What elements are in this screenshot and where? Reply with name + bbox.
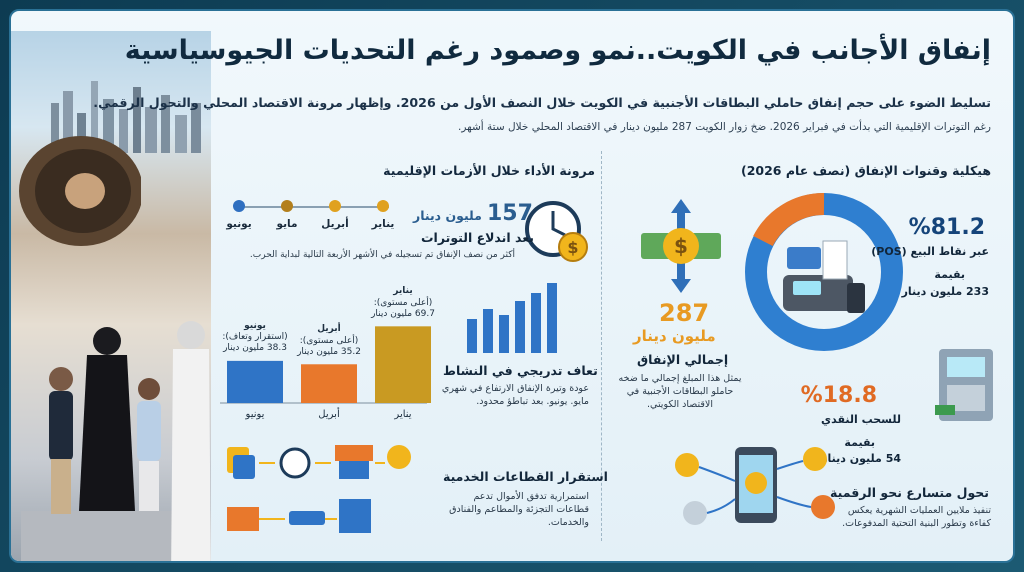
customer-service-icon	[387, 445, 411, 469]
service-sectors-icons	[227, 445, 411, 533]
column-divider	[601, 151, 602, 541]
storefront-icon	[335, 445, 373, 461]
since-description: أكثر من نصف الإنفاق تم تسجيله في الأشهر …	[249, 250, 515, 260]
cash-label: للسحب النقدي	[821, 413, 901, 426]
intro-text: رغم التوترات الإقليمية التي بدأت في فبرا…	[458, 121, 991, 133]
bar-caption-month: أبريل	[317, 324, 341, 335]
timeline-label: يونيو	[226, 218, 252, 230]
pos-value: 233 مليون دينار	[901, 285, 989, 298]
digital-description: تنفيذ ملايين العمليات الشهرية يعكس كفاءة…	[842, 505, 991, 529]
bar-caption: يناير (أعلى مستوى): 69.7 مليون دينار	[367, 286, 439, 320]
total-number: 287	[659, 299, 710, 327]
since-figure: 157 مليون دينار	[413, 201, 533, 226]
services-description: استمرارية تدفق الأموال تدعم قطاعات التجز…	[449, 491, 589, 528]
bar-category-label: أبريل	[318, 407, 340, 420]
bar-caption-value: 35.2 مليون دينار	[297, 346, 361, 357]
services-heading: استقرار القطاعات الخدمية	[443, 469, 608, 484]
bar-1	[301, 364, 357, 403]
bar-caption-month: يونيو	[244, 320, 266, 331]
pos-label: عبر نقاط البيع (POS)	[871, 245, 989, 258]
page-title: إنفاق الأجانب في الكويت..نمو وصمود رغم ا…	[124, 35, 991, 66]
bar-category-label: يناير	[393, 409, 411, 420]
infographic-card: إنفاق الأجانب في الكويت..نمو وصمود رغم ا…	[9, 9, 1015, 563]
digital-heading: تحول متسارع نحو الرقمية	[830, 485, 989, 500]
bar-0	[375, 326, 431, 403]
since-number: 157	[487, 201, 533, 226]
donut-pos-segment	[745, 193, 903, 351]
aircraft-engine-image	[19, 136, 141, 246]
page-subtitle: تسليط الضوء على حجم إنفاق حاملي البطاقات…	[93, 95, 991, 110]
total-description: يمثل هذا المبلغ إجمالي ما ضخه حاملو البط…	[618, 373, 742, 410]
building-icon	[339, 499, 371, 533]
timeline-label: مايو	[276, 218, 298, 230]
restaurant-plate-icon	[279, 447, 311, 479]
bar-caption: أبريل (أعلى مستوى): 35.2 مليون دينار	[293, 324, 365, 358]
cash-percent: %18.8	[800, 383, 877, 408]
timeline-line	[239, 206, 389, 208]
bar-caption-note: (استقرار وتعاف):	[222, 332, 288, 343]
svg-text:$: $	[674, 234, 688, 258]
timeline-label: يناير	[371, 218, 395, 230]
since-label: بعد اندلاع التوترات	[421, 230, 534, 245]
clock-money-icon: $	[525, 201, 588, 262]
pos-value-label: بقيمة	[934, 268, 965, 281]
pos-percent: %81.2	[908, 215, 985, 240]
recovery-heading: تعاف تدريجي في النشاط	[443, 363, 598, 378]
bar-caption-month: يناير	[393, 286, 413, 297]
bar-caption-note: (أعلى مستوى):	[373, 297, 433, 308]
bar-category-label: يونيو	[245, 409, 265, 420]
timeline-dot	[233, 200, 245, 212]
growth-bars-icon	[467, 283, 557, 353]
total-label: إجمالي الإنفاق	[637, 352, 729, 367]
kuwait-skyline-image	[51, 81, 201, 153]
family-photo	[21, 321, 211, 561]
recovery-description: عودة وتيرة الإنفاق الارتفاع في شهري مايو…	[441, 383, 589, 407]
digital-payments-illustration	[675, 447, 835, 525]
svg-text:$: $	[567, 238, 578, 257]
cash-value: 54 مليون دينار	[821, 452, 901, 465]
hotel-bed-icon	[289, 511, 325, 525]
since-unit: مليون دينار	[413, 208, 482, 223]
timeline-dot	[329, 200, 341, 212]
structure-heading: هيكلية وقنوات الإنفاق (نصف عام 2026)	[741, 163, 991, 178]
bar-caption-note: (أعلى مستوى):	[299, 335, 359, 346]
donut-cash-segment	[753, 192, 825, 247]
timeline-label: أبريل	[321, 218, 349, 230]
bar-caption: يونيو (استقرار وتعاف): 38.3 مليون دينار	[219, 321, 291, 355]
resilience-heading: مرونة الأداء خلال الأزمات الإقليمية	[383, 163, 595, 178]
cash-value-label: بقيمة	[844, 436, 875, 449]
bar-caption-value: 69.7 مليون دينار	[371, 308, 435, 319]
atm-icon	[935, 349, 993, 421]
timeline-dot	[377, 200, 389, 212]
spending-donut-chart	[745, 192, 903, 351]
total-unit: مليون دينار	[633, 327, 716, 345]
money-flow-icon: $	[641, 199, 721, 293]
bar-caption-value: 38.3 مليون دينار	[223, 343, 287, 354]
monthly-bar-chart: يناير أبريل يونيو	[220, 326, 431, 420]
shop-icon	[227, 507, 259, 531]
timeline-dot	[281, 200, 293, 212]
bar-2	[227, 360, 283, 403]
hero-photo	[11, 31, 211, 561]
